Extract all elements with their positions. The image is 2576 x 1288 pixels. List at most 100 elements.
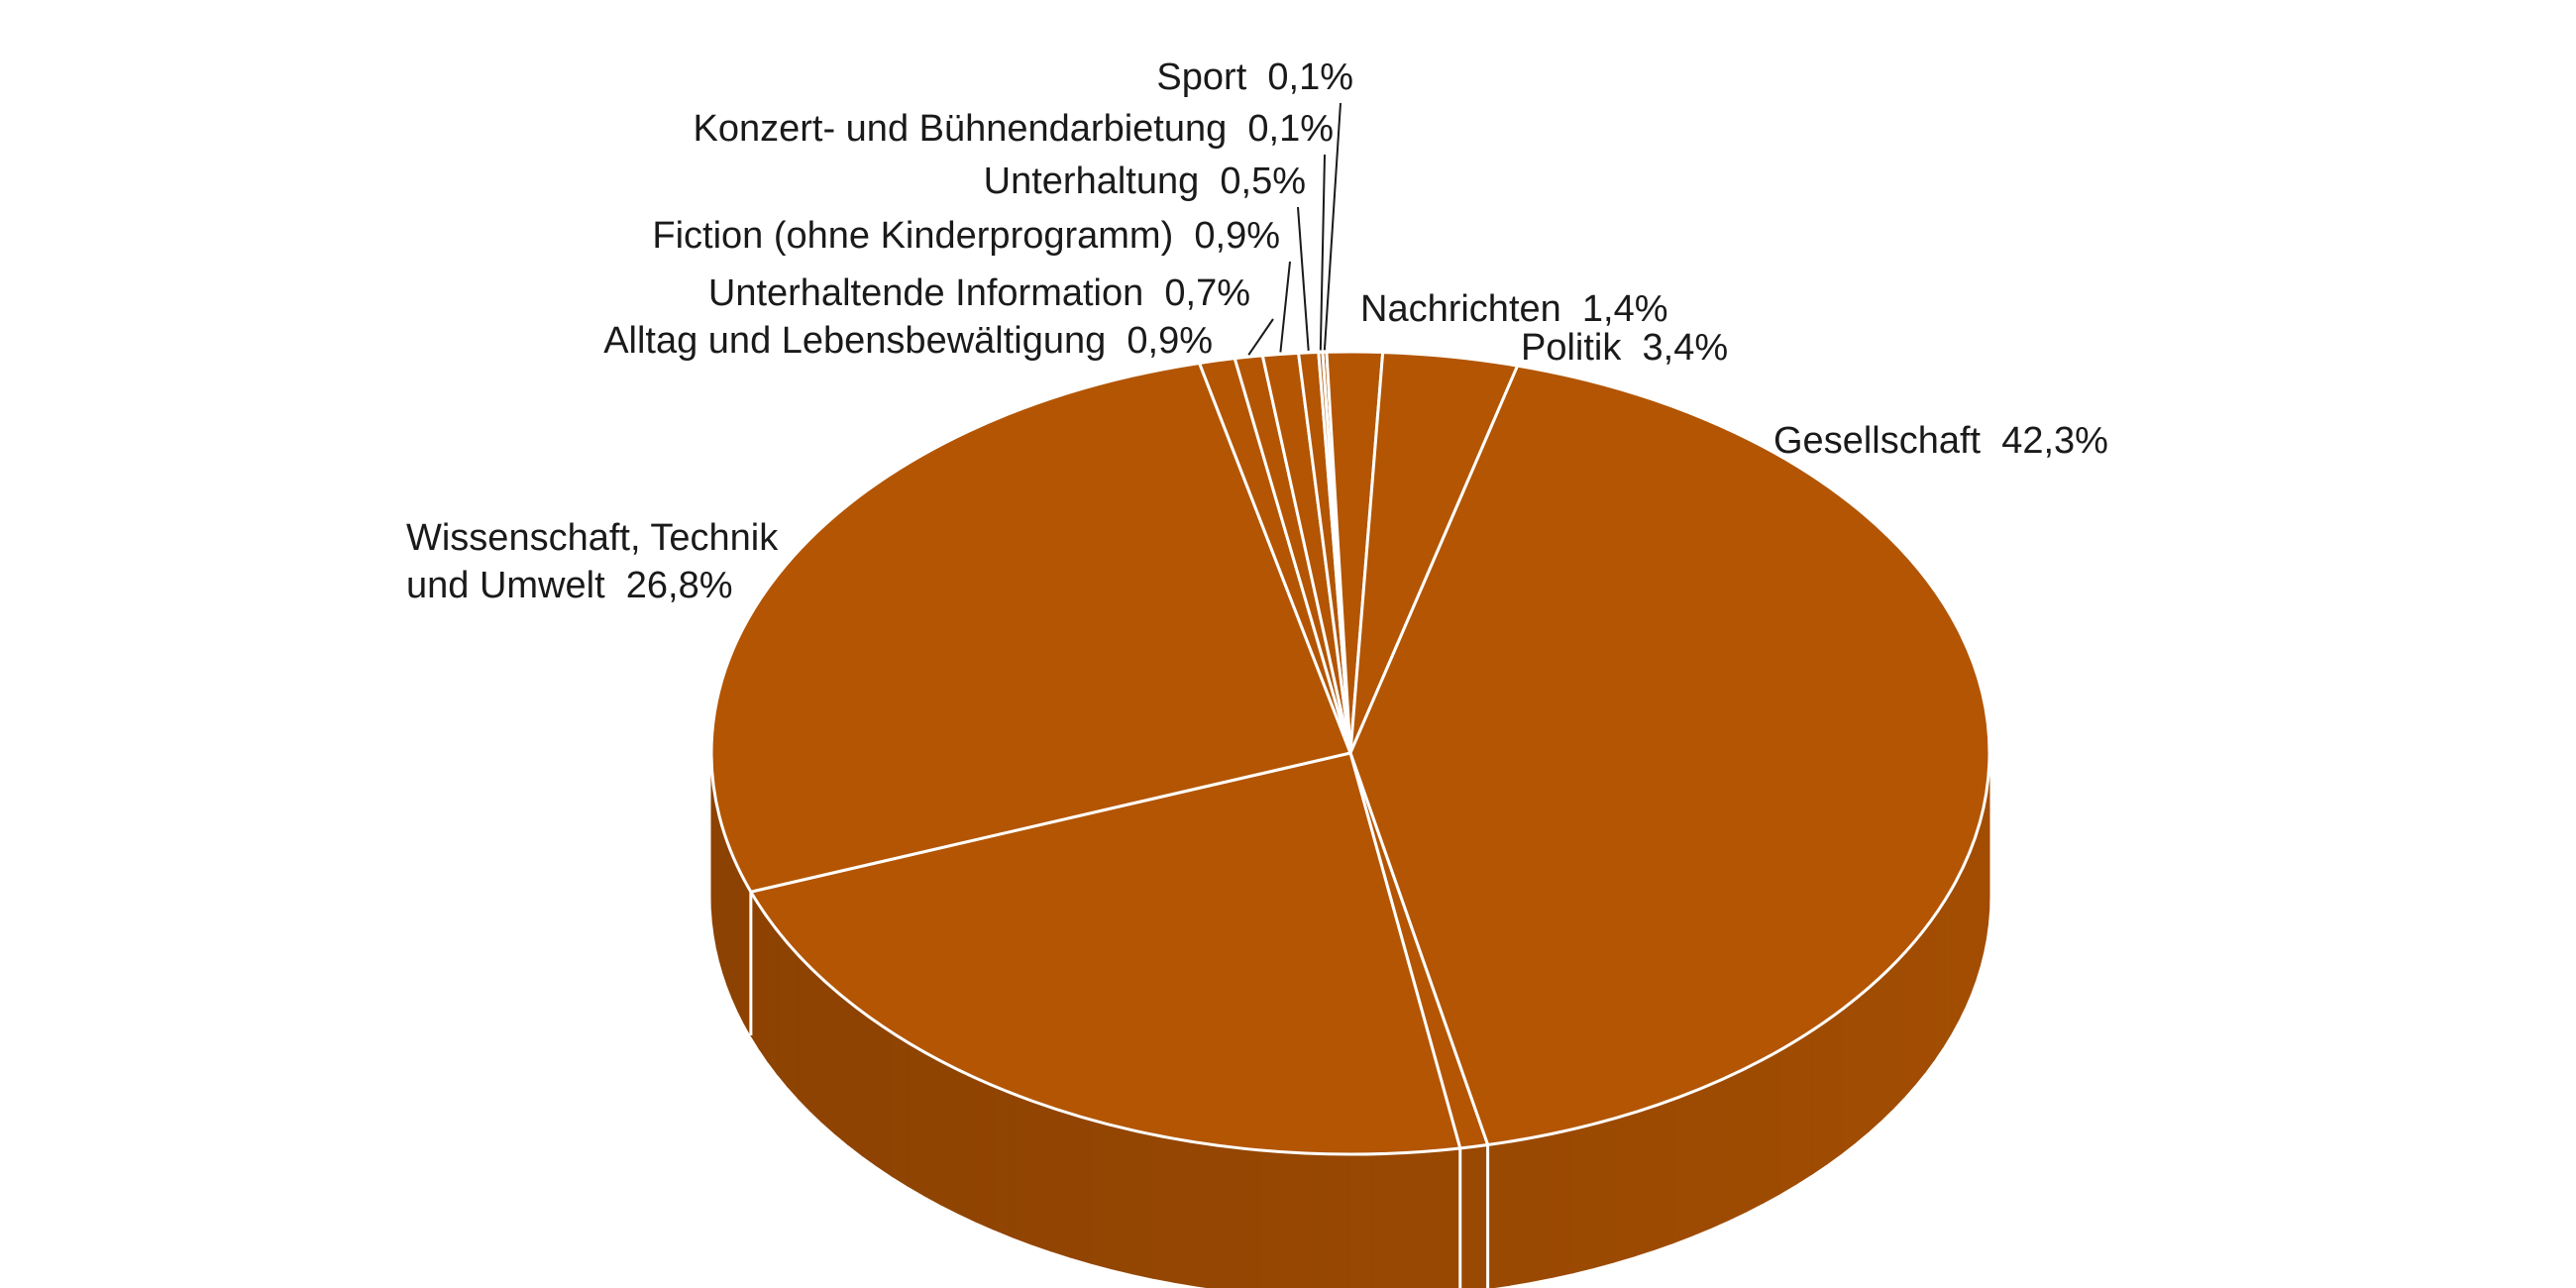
pie-side-wissenschaft bbox=[718, 816, 724, 974]
label-gap bbox=[1143, 272, 1164, 314]
pie-side-gesellschaft bbox=[1508, 1136, 1532, 1286]
label-text: Sport bbox=[1156, 56, 1246, 98]
label-text: Gesellschaft bbox=[1773, 420, 1982, 462]
pie-side-unlabeled bbox=[758, 903, 769, 1063]
pie-side-unlabeled bbox=[957, 1068, 977, 1223]
pie-side-unlabeled bbox=[1415, 1149, 1440, 1288]
pie-side-unlabeled bbox=[1070, 1113, 1092, 1264]
pie-side-unlabeled bbox=[847, 1000, 863, 1157]
label-text: Politik bbox=[1521, 327, 1622, 369]
pie-side-gesellschaft bbox=[1530, 1132, 1553, 1283]
pie-side-gesellschaft bbox=[1571, 1123, 1594, 1274]
pie-side-unlabeled bbox=[1348, 1153, 1373, 1288]
pie-side-gesellschaft bbox=[1811, 1019, 1828, 1176]
pie-side-unlabeled bbox=[1327, 1153, 1350, 1288]
label-value: 0,1% bbox=[1267, 56, 1353, 98]
pie-side-unlabeled bbox=[861, 1011, 878, 1167]
pie-side-unlabeled bbox=[767, 915, 778, 1076]
pie-side-wissenschaft bbox=[722, 829, 728, 987]
label-value: 0,1% bbox=[1247, 108, 1334, 150]
pie-side-unlabeled bbox=[1152, 1133, 1175, 1283]
pie-side-gesellschaft bbox=[1979, 807, 1985, 967]
pie-side-unlabeled bbox=[787, 941, 800, 1101]
label-value: 26,8% bbox=[626, 565, 733, 606]
pie-side-unlabeled bbox=[975, 1077, 995, 1231]
leader-unterhaltung bbox=[1297, 206, 1310, 351]
label-alltag: Alltag und Lebensbewältigung 0,9% bbox=[603, 320, 1213, 362]
pie-side-unlabeled bbox=[820, 977, 835, 1135]
pie-slice-unlabeled bbox=[749, 751, 1462, 1156]
leader-konzert bbox=[1319, 154, 1326, 351]
label-fiction: Fiction (ohne Kinderprogramm) 0,9% bbox=[652, 215, 1280, 257]
label-value: 0,9% bbox=[1127, 320, 1213, 362]
pie-side-wissenschaft bbox=[737, 867, 745, 1024]
pie-side-gesellschaft bbox=[1633, 1105, 1655, 1257]
pie-slice-wissenschaft bbox=[709, 361, 1352, 894]
pie-side-gesellschaft bbox=[1914, 926, 1926, 1086]
pie-side-unlabeled bbox=[1173, 1137, 1197, 1287]
pie-side-gesellschaft bbox=[1964, 849, 1972, 1008]
pie-side-gesellschaft bbox=[1975, 821, 1981, 980]
label-gap bbox=[1981, 420, 2001, 462]
leader-fiction bbox=[1279, 261, 1291, 353]
pie-side-gesellschaft bbox=[1728, 1067, 1748, 1222]
label-value: 0,9% bbox=[1194, 215, 1280, 257]
pie-side-gesellschaft bbox=[1951, 876, 1960, 1034]
pie-side-gesellschaft bbox=[1970, 835, 1977, 994]
label-text: Fiction (ohne Kinderprogramm) bbox=[652, 215, 1173, 257]
pie-side-gesellschaft bbox=[1826, 1009, 1843, 1165]
label-gap bbox=[1227, 108, 1247, 150]
pie-side-unlabeled bbox=[1371, 1152, 1395, 1288]
pie-side-gesellschaft bbox=[1958, 862, 1966, 1020]
label-text: Konzert- und Bühnendarbietung bbox=[694, 108, 1228, 150]
label-text: Nachrichten bbox=[1360, 288, 1561, 330]
slice-labels: Sport 0,1%Konzert- und Bühnendarbietung … bbox=[406, 56, 2108, 606]
leader-lines bbox=[1247, 102, 1342, 356]
pie-side-gesellschaft bbox=[1691, 1083, 1711, 1237]
pie-side-gesellschaft bbox=[1592, 1118, 1615, 1269]
pie-side-unlabeled bbox=[1030, 1100, 1052, 1252]
label-gap bbox=[1173, 215, 1194, 257]
pie-side-unlabeled bbox=[1012, 1093, 1032, 1245]
label-value: 3,4% bbox=[1643, 327, 1729, 369]
label-text: Unterhaltung bbox=[984, 161, 1200, 202]
pie-side-unlabeled bbox=[833, 988, 849, 1146]
pie-side-unlabeled bbox=[1304, 1152, 1329, 1288]
pie-side-unlabeled bbox=[1195, 1141, 1219, 1288]
label-gap bbox=[605, 565, 626, 606]
pie-slice-gesellschaft bbox=[1348, 364, 1991, 1147]
pie-side-unlabeled bbox=[993, 1085, 1014, 1238]
label-gap bbox=[1621, 327, 1642, 369]
label-value: 42,3% bbox=[2001, 420, 2108, 462]
pie-side-unlabeled bbox=[1438, 1147, 1461, 1288]
pie-side-gesellschaft bbox=[1795, 1029, 1813, 1186]
pie-side-gesellschaft bbox=[1892, 951, 1905, 1110]
pie-side-unlabeled bbox=[1260, 1149, 1284, 1288]
pie-side-unlabeled bbox=[808, 965, 822, 1124]
label-unterhaltung: Unterhaltung 0,5% bbox=[984, 161, 1306, 202]
label-konzert: Konzert- und Bühnendarbietung 0,1% bbox=[694, 108, 1335, 150]
pie-side-gesellschaft bbox=[1903, 938, 1916, 1098]
pie-side-unlabeled bbox=[891, 1031, 909, 1187]
pie-side-unlabeled bbox=[1050, 1107, 1072, 1258]
pie-side-unlabeled bbox=[1131, 1129, 1154, 1279]
leader-sport bbox=[1323, 102, 1342, 351]
pie-side-gesellschaft bbox=[1841, 998, 1857, 1155]
label-gap bbox=[1199, 161, 1220, 202]
label-value: 0,7% bbox=[1164, 272, 1250, 314]
pie-slice-konzert bbox=[1317, 350, 1352, 755]
pie-side-unlabeled bbox=[776, 928, 789, 1088]
pie-slices bbox=[709, 350, 1991, 1156]
pie-side-gesellschaft bbox=[1880, 963, 1894, 1122]
label-text: Alltag und Lebensbewältigung bbox=[603, 320, 1106, 362]
pie-side-gesellschaft bbox=[1868, 975, 1882, 1133]
pie-side-gesellschaft bbox=[1934, 901, 1945, 1061]
label-value: 1,4% bbox=[1582, 288, 1668, 330]
pie-side-unlabeled bbox=[1090, 1119, 1113, 1270]
label-gap bbox=[1246, 56, 1267, 98]
pie-side-gesellschaft bbox=[1779, 1039, 1797, 1195]
label-value: 0,5% bbox=[1220, 161, 1306, 202]
pie-side-unlabeled bbox=[876, 1020, 893, 1177]
pie-side-gesellschaft bbox=[1709, 1075, 1730, 1230]
